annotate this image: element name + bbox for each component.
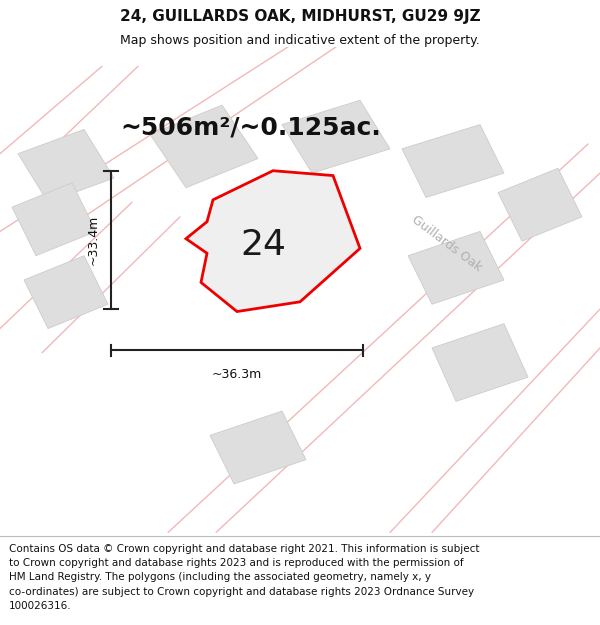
Text: ~506m²/~0.125ac.: ~506m²/~0.125ac. <box>120 115 381 139</box>
Text: 100026316.: 100026316. <box>9 601 71 611</box>
Text: 24, GUILLARDS OAK, MIDHURST, GU29 9JZ: 24, GUILLARDS OAK, MIDHURST, GU29 9JZ <box>119 9 481 24</box>
Polygon shape <box>186 171 360 311</box>
Polygon shape <box>150 105 258 188</box>
Text: HM Land Registry. The polygons (including the associated geometry, namely x, y: HM Land Registry. The polygons (includin… <box>9 572 431 582</box>
Text: 24: 24 <box>241 228 287 262</box>
Polygon shape <box>210 411 306 484</box>
Text: to Crown copyright and database rights 2023 and is reproduced with the permissio: to Crown copyright and database rights 2… <box>9 558 464 568</box>
Text: ~36.3m: ~36.3m <box>212 368 262 381</box>
Text: Guillards Oak: Guillards Oak <box>409 213 485 274</box>
Polygon shape <box>24 256 108 329</box>
Text: Map shows position and indicative extent of the property.: Map shows position and indicative extent… <box>120 34 480 47</box>
Text: ~33.4m: ~33.4m <box>86 215 100 265</box>
Polygon shape <box>498 168 582 241</box>
Polygon shape <box>18 129 114 202</box>
Polygon shape <box>408 231 504 304</box>
Text: co-ordinates) are subject to Crown copyright and database rights 2023 Ordnance S: co-ordinates) are subject to Crown copyr… <box>9 587 474 597</box>
Text: Contains OS data © Crown copyright and database right 2021. This information is : Contains OS data © Crown copyright and d… <box>9 544 479 554</box>
Polygon shape <box>402 124 504 198</box>
Polygon shape <box>432 324 528 401</box>
Polygon shape <box>12 183 96 256</box>
Polygon shape <box>282 100 390 173</box>
